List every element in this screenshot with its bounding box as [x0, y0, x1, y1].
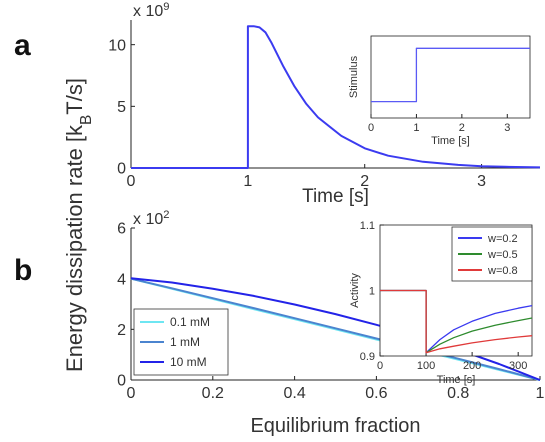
x-tick-label: 3 [477, 173, 486, 190]
series-line-1-mm [130, 277, 541, 381]
panel-label-a: a [14, 29, 31, 62]
y-tick-label: 10 [108, 37, 126, 54]
panel-a-inset: 0 1 2 3 Time [s] Stimulus [348, 35, 531, 147]
y-axis-label: Stimulus [348, 55, 360, 98]
y-tick-label: 6 [117, 221, 126, 238]
panel-label-b: b [14, 254, 32, 287]
x-axis-label: Time [s] [302, 186, 369, 207]
y-tick-label: 1 [369, 285, 375, 297]
scale-factor-label: x 102 [133, 209, 169, 228]
x-tick-label: 100 [417, 360, 435, 372]
y-tick-label: 2 [117, 322, 126, 339]
y-tick-label: 0 [117, 373, 126, 390]
y-axis-label: Activity [349, 273, 361, 308]
panel-b: 0 0.2 0.4 0.6 0.8 1 0 2 4 6 Equilibrium fraction x … [117, 209, 544, 437]
inset-axes-box [370, 35, 531, 119]
legend-label: w=0.5 [487, 249, 518, 261]
x-tick-label: 0.4 [283, 385, 305, 402]
x-tick-label: 0 [127, 385, 136, 402]
shared-y-axis-label: Energy dissipation rate [kBT/s] [62, 78, 95, 372]
series-line-w-0-8 [380, 289, 533, 354]
legend-label: 1 mM [170, 335, 200, 349]
panel-b-inset: 0 100 200 300 0.9 1 1.1 Time [s] Activity w=0.2 w=… [349, 220, 533, 386]
x-tick-label: 0.6 [365, 385, 387, 402]
x-tick-label: 1 [536, 385, 545, 402]
x-tick-label: 3 [504, 122, 510, 134]
x-tick-label: 0 [377, 360, 383, 372]
scale-factor-label: x 109 [133, 1, 169, 20]
x-tick-label: 300 [509, 360, 527, 372]
series-line-0 [131, 25, 541, 169]
x-tick-label: 0.2 [202, 385, 224, 402]
legend-label: w=0.2 [487, 233, 518, 245]
series-line-0 [371, 47, 530, 103]
x-tick-label: 2 [360, 173, 369, 190]
x-axis-label: Equilibrium fraction [250, 415, 420, 437]
legend-label: 0.1 mM [170, 315, 210, 329]
x-tick-label: 0 [368, 122, 374, 134]
legend-label: 10 mM [170, 355, 207, 369]
y-tick-label: 0.9 [360, 351, 375, 363]
y-tick-label: 1.1 [360, 220, 375, 232]
x-axis-label: Time [s] [431, 135, 470, 147]
legend-label: w=0.8 [487, 265, 518, 277]
x-tick-label: 1 [243, 173, 252, 190]
y-tick-label: 0 [117, 161, 126, 178]
x-tick-label: 0.8 [447, 385, 469, 402]
x-axis-label: Time [s] [437, 374, 476, 386]
x-tick-label: 1 [413, 122, 419, 134]
y-tick-label: 4 [117, 271, 126, 288]
x-tick-label: 200 [463, 360, 481, 372]
y-tick-label: 5 [117, 99, 126, 116]
x-tick-label: 2 [459, 122, 465, 134]
x-tick-label: 0 [127, 173, 136, 190]
